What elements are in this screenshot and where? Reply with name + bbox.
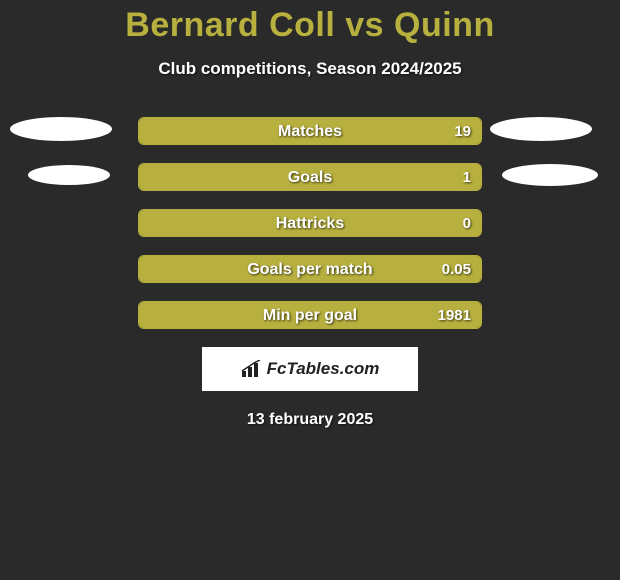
bar-fill — [139, 164, 481, 190]
logo-box: FcTables.com — [202, 347, 418, 391]
logo-text: FcTables.com — [267, 359, 380, 379]
bar-track: Min per goal1981 — [138, 301, 482, 329]
right-ellipse — [502, 164, 598, 186]
bar-fill — [139, 256, 481, 282]
stat-row: Goals1 — [0, 163, 620, 191]
bar-track: Matches19 — [138, 117, 482, 145]
logo: FcTables.com — [241, 359, 380, 379]
subtitle: Club competitions, Season 2024/2025 — [0, 59, 620, 79]
page-title: Bernard Coll vs Quinn — [0, 0, 620, 45]
stat-row: Matches19 — [0, 117, 620, 145]
date-text: 13 february 2025 — [0, 411, 620, 429]
bar-fill — [139, 210, 481, 236]
bar-track: Hattricks0 — [138, 209, 482, 237]
stat-row: Goals per match0.05 — [0, 255, 620, 283]
right-ellipse — [490, 117, 592, 141]
left-ellipse — [28, 165, 110, 185]
bar-track: Goals per match0.05 — [138, 255, 482, 283]
stat-row: Hattricks0 — [0, 209, 620, 237]
bars-icon — [241, 360, 263, 378]
bar-track: Goals1 — [138, 163, 482, 191]
bar-fill — [139, 118, 481, 144]
stat-row: Min per goal1981 — [0, 301, 620, 329]
comparison-chart: Matches19 Goals1 Hattricks0 Goals per match… — [0, 117, 620, 329]
bar-fill — [139, 302, 481, 328]
left-ellipse — [10, 117, 112, 141]
